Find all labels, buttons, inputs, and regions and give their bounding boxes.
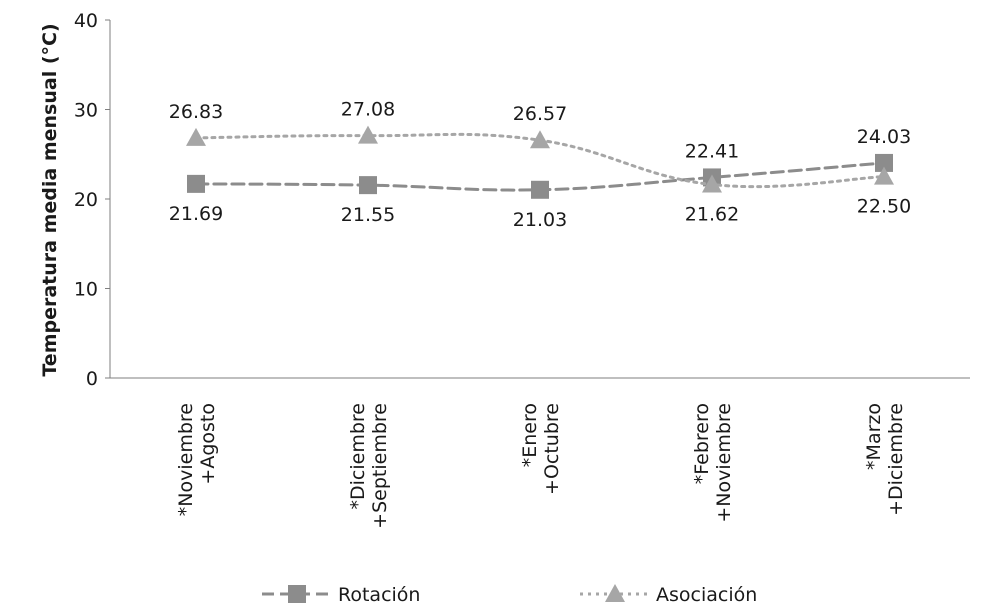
x-tick-label-line: +Diciembre [885,403,907,516]
x-tick-labels: *Noviembre +Agosto *Diciembre +Septiembre *E… [175,403,907,529]
series-2-data-label: 22.50 [857,196,911,218]
x-tick-label-line: +Noviembre [713,403,735,523]
legend-marker [288,585,306,603]
legend-label: Asociación [656,584,757,606]
x-tick-label-line: *Noviembre [175,403,197,516]
legend: Rotación Asociación [262,584,757,606]
y-tick-labels: 0 10 20 30 40 [74,10,98,390]
series-1-data-label: 22.41 [685,140,739,162]
series-1-data-label: 24.03 [857,126,911,148]
legend-marker [605,584,625,602]
series-2-data-label: 21.62 [685,204,739,226]
series-2-data-label: 27.08 [341,99,395,121]
y-tick-label: 20 [74,189,98,211]
legend-item: Rotación [262,584,420,606]
series-1-data-label: 21.55 [341,204,395,226]
series-1-marker [531,180,549,199]
series-2-marker [702,174,722,193]
x-tick-label: *Febrero +Noviembre [691,403,735,523]
series-1-marker [187,174,205,193]
x-tick-label-line: +Septiembre [369,403,391,529]
series-2-marker [874,166,894,185]
x-tick-label-line: *Marzo [863,403,885,470]
y-axis-title: Temperatura media mensual (°C) [39,23,61,376]
series-2-data-label: 26.57 [513,103,567,125]
x-tick-label-line: *Enero [519,403,541,467]
x-tick-label: *Diciembre +Septiembre [347,403,391,529]
series-layer [186,125,894,199]
series-1-marker [875,153,893,172]
x-tick-label-line: *Febrero [691,403,713,484]
series-2-marker [358,125,378,144]
data-labels: 21.69 21.55 21.03 22.41 24.03 26.83 27.08 26.57… [169,99,911,231]
x-tick-label: *Noviembre +Agosto [175,403,219,516]
x-tick-label-line: +Agosto [197,403,219,485]
legend-label: Rotación [338,584,420,606]
series-2-marker [186,127,206,146]
axes [105,19,970,379]
x-tick-label: *Enero +Octubre [519,403,563,495]
x-tick-label-line: +Octubre [541,403,563,495]
y-tick-label: 30 [74,100,98,122]
series-1-data-label: 21.69 [169,203,223,225]
legend-item: Asociación [580,584,757,606]
y-tick-label: 0 [86,368,98,390]
x-tick-label: *Marzo +Diciembre [863,403,907,516]
series-1-marker [359,176,377,195]
y-tick-label: 10 [74,279,98,301]
series-2-marker [530,130,550,149]
x-tick-label-line: *Diciembre [347,403,369,509]
series-1-data-label: 21.03 [513,209,567,231]
series-2-data-label: 26.83 [169,101,223,123]
y-tick-label: 40 [74,10,98,32]
